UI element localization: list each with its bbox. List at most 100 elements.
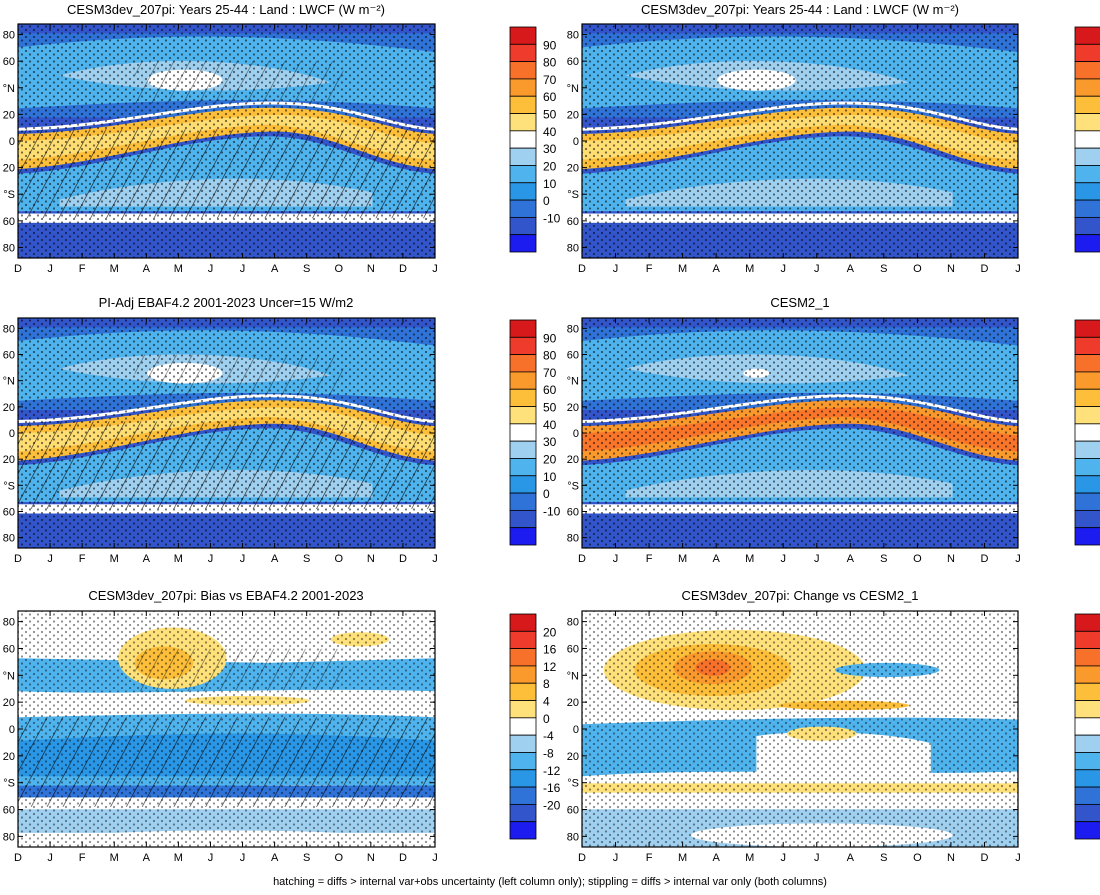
colorbar-cell [1074, 216, 1100, 236]
x-tick-label: S [303, 263, 310, 275]
colorbar-cell [1074, 130, 1100, 149]
colorbar-cell [1074, 440, 1100, 459]
hatch-overlay-north [134, 61, 344, 104]
colorbar-label: -8 [543, 746, 554, 760]
x-tick-label: D [14, 553, 22, 565]
y-tick-label: °N [567, 83, 579, 95]
colorbar-label: 10 [543, 177, 557, 191]
x-tick-label: J [208, 852, 214, 864]
colorbar-cell [1074, 319, 1100, 338]
x-tick-label: S [303, 852, 310, 864]
y-tick-label: 60 [567, 506, 579, 518]
y-tick-label: 20 [3, 163, 15, 175]
x-tick-label: D [578, 263, 586, 275]
colorbar-cell [509, 440, 537, 459]
x-tick-label: A [712, 263, 720, 275]
y-tick-label: 60 [567, 56, 579, 68]
colorbar-cell [1074, 630, 1100, 650]
colorbar-cell [1074, 492, 1100, 511]
colorbar-cell [509, 113, 537, 132]
y-tick-label: 60 [567, 805, 579, 817]
x-tick-label: D [980, 553, 988, 565]
x-tick-label: J [432, 263, 438, 275]
colorbar-label: 70 [543, 366, 557, 380]
y-tick-label: 60 [3, 643, 15, 655]
panel-1-plot: CESM3dev_207pi: Years 25-44 : Land : LWC… [3, 2, 438, 275]
colorbar-label: 80 [543, 56, 557, 70]
colorbar-cell [1074, 371, 1100, 390]
panel-3-plot: PI-Adj EBAF4.2 2001-2023 Uncer=15 W/m2 D J… [3, 295, 438, 565]
panel-2-plot: CESM3dev_207pi: Years 25-44 : Land : LWC… [567, 2, 1021, 275]
panel-6-title: CESM3dev_207pi: Change vs CESM2_1 [681, 588, 918, 603]
colorbar-cell [509, 319, 537, 338]
y-tick-label: 80 [567, 242, 579, 254]
colorbar-label: -10 [543, 504, 561, 518]
y-tick-label: °S [567, 189, 579, 201]
y-tick-label: 80 [3, 533, 15, 545]
colorbar-label: 0 [543, 712, 550, 726]
y-tick-label: 80 [3, 242, 15, 254]
colorbar-cell [1074, 406, 1100, 425]
colorbar-label: -10 [543, 211, 561, 225]
x-tick-label: D [399, 852, 407, 864]
colorbar-cell [1074, 769, 1100, 788]
y-tick-label: 0 [573, 136, 579, 148]
x-tick-label: M [745, 263, 754, 275]
y-tick-label: 60 [567, 350, 579, 362]
panel-5-plot: CESM3dev_207pi: Bias vs EBAF4.2 2001-202… [3, 588, 438, 864]
colorbar-cell [509, 216, 537, 236]
y-tick-label: 80 [567, 617, 579, 629]
colorbar-cell [1074, 165, 1100, 184]
x-tick-label: J [208, 553, 214, 565]
y-tick-label: 60 [567, 216, 579, 228]
panel-6-field [582, 611, 1018, 847]
colorbar-cell [509, 803, 537, 823]
colorbar-label: 20 [543, 625, 557, 639]
colorbar-cell [1074, 26, 1100, 45]
y-tick-label: 80 [567, 323, 579, 335]
y-tick-label: 0 [9, 136, 15, 148]
y-tick-label: 60 [3, 805, 15, 817]
colorbar-cell [1074, 475, 1100, 494]
x-tick-label: J [613, 553, 619, 565]
colorbar-label: 30 [543, 435, 557, 449]
x-tick-label: A [143, 852, 151, 864]
panel-5-title: CESM3dev_207pi: Bias vs EBAF4.2 2001-202… [88, 588, 363, 603]
x-tick-label: F [79, 852, 86, 864]
y-tick-label: 20 [567, 454, 579, 466]
x-tick-label: J [613, 852, 619, 864]
colorbar-label: 0 [543, 194, 550, 208]
colorbar-cell [509, 371, 537, 390]
colorbar-label: 40 [543, 125, 557, 139]
colorbar-cell [509, 182, 537, 201]
colorbar-cell [509, 199, 537, 218]
x-tick-label: D [578, 553, 586, 565]
x-tick-label: F [646, 852, 653, 864]
colorbar-cell [509, 165, 537, 184]
colorbar-cell [509, 354, 537, 373]
colorbar-cell [1074, 61, 1100, 80]
y-tick-label: 60 [3, 506, 15, 518]
x-tick-label: M [110, 263, 119, 275]
colorbar-cell [509, 769, 537, 788]
colorbar-cell [1074, 113, 1100, 132]
y-tick-label: °S [3, 778, 15, 790]
stipple-overlay [582, 24, 1018, 258]
colorbar-cell [509, 388, 537, 407]
x-tick-label: J [814, 263, 820, 275]
x-tick-label: N [947, 263, 955, 275]
colorbar-cell [1074, 648, 1100, 667]
y-tick-label: 80 [3, 617, 15, 629]
hatch-overlay-north [134, 354, 344, 397]
y-tick-label: °S [3, 480, 15, 492]
panel-5-field [18, 611, 435, 847]
colorbar-label: 20 [543, 452, 557, 466]
colorbar-cell [509, 234, 537, 253]
colorbar-cell [509, 821, 537, 840]
colorbar-cell [509, 26, 537, 45]
x-tick-label: O [334, 263, 343, 275]
y-tick-label: 80 [567, 533, 579, 545]
y-tick-label: 20 [567, 402, 579, 414]
x-tick-label: M [174, 852, 183, 864]
x-tick-label: O [913, 263, 922, 275]
